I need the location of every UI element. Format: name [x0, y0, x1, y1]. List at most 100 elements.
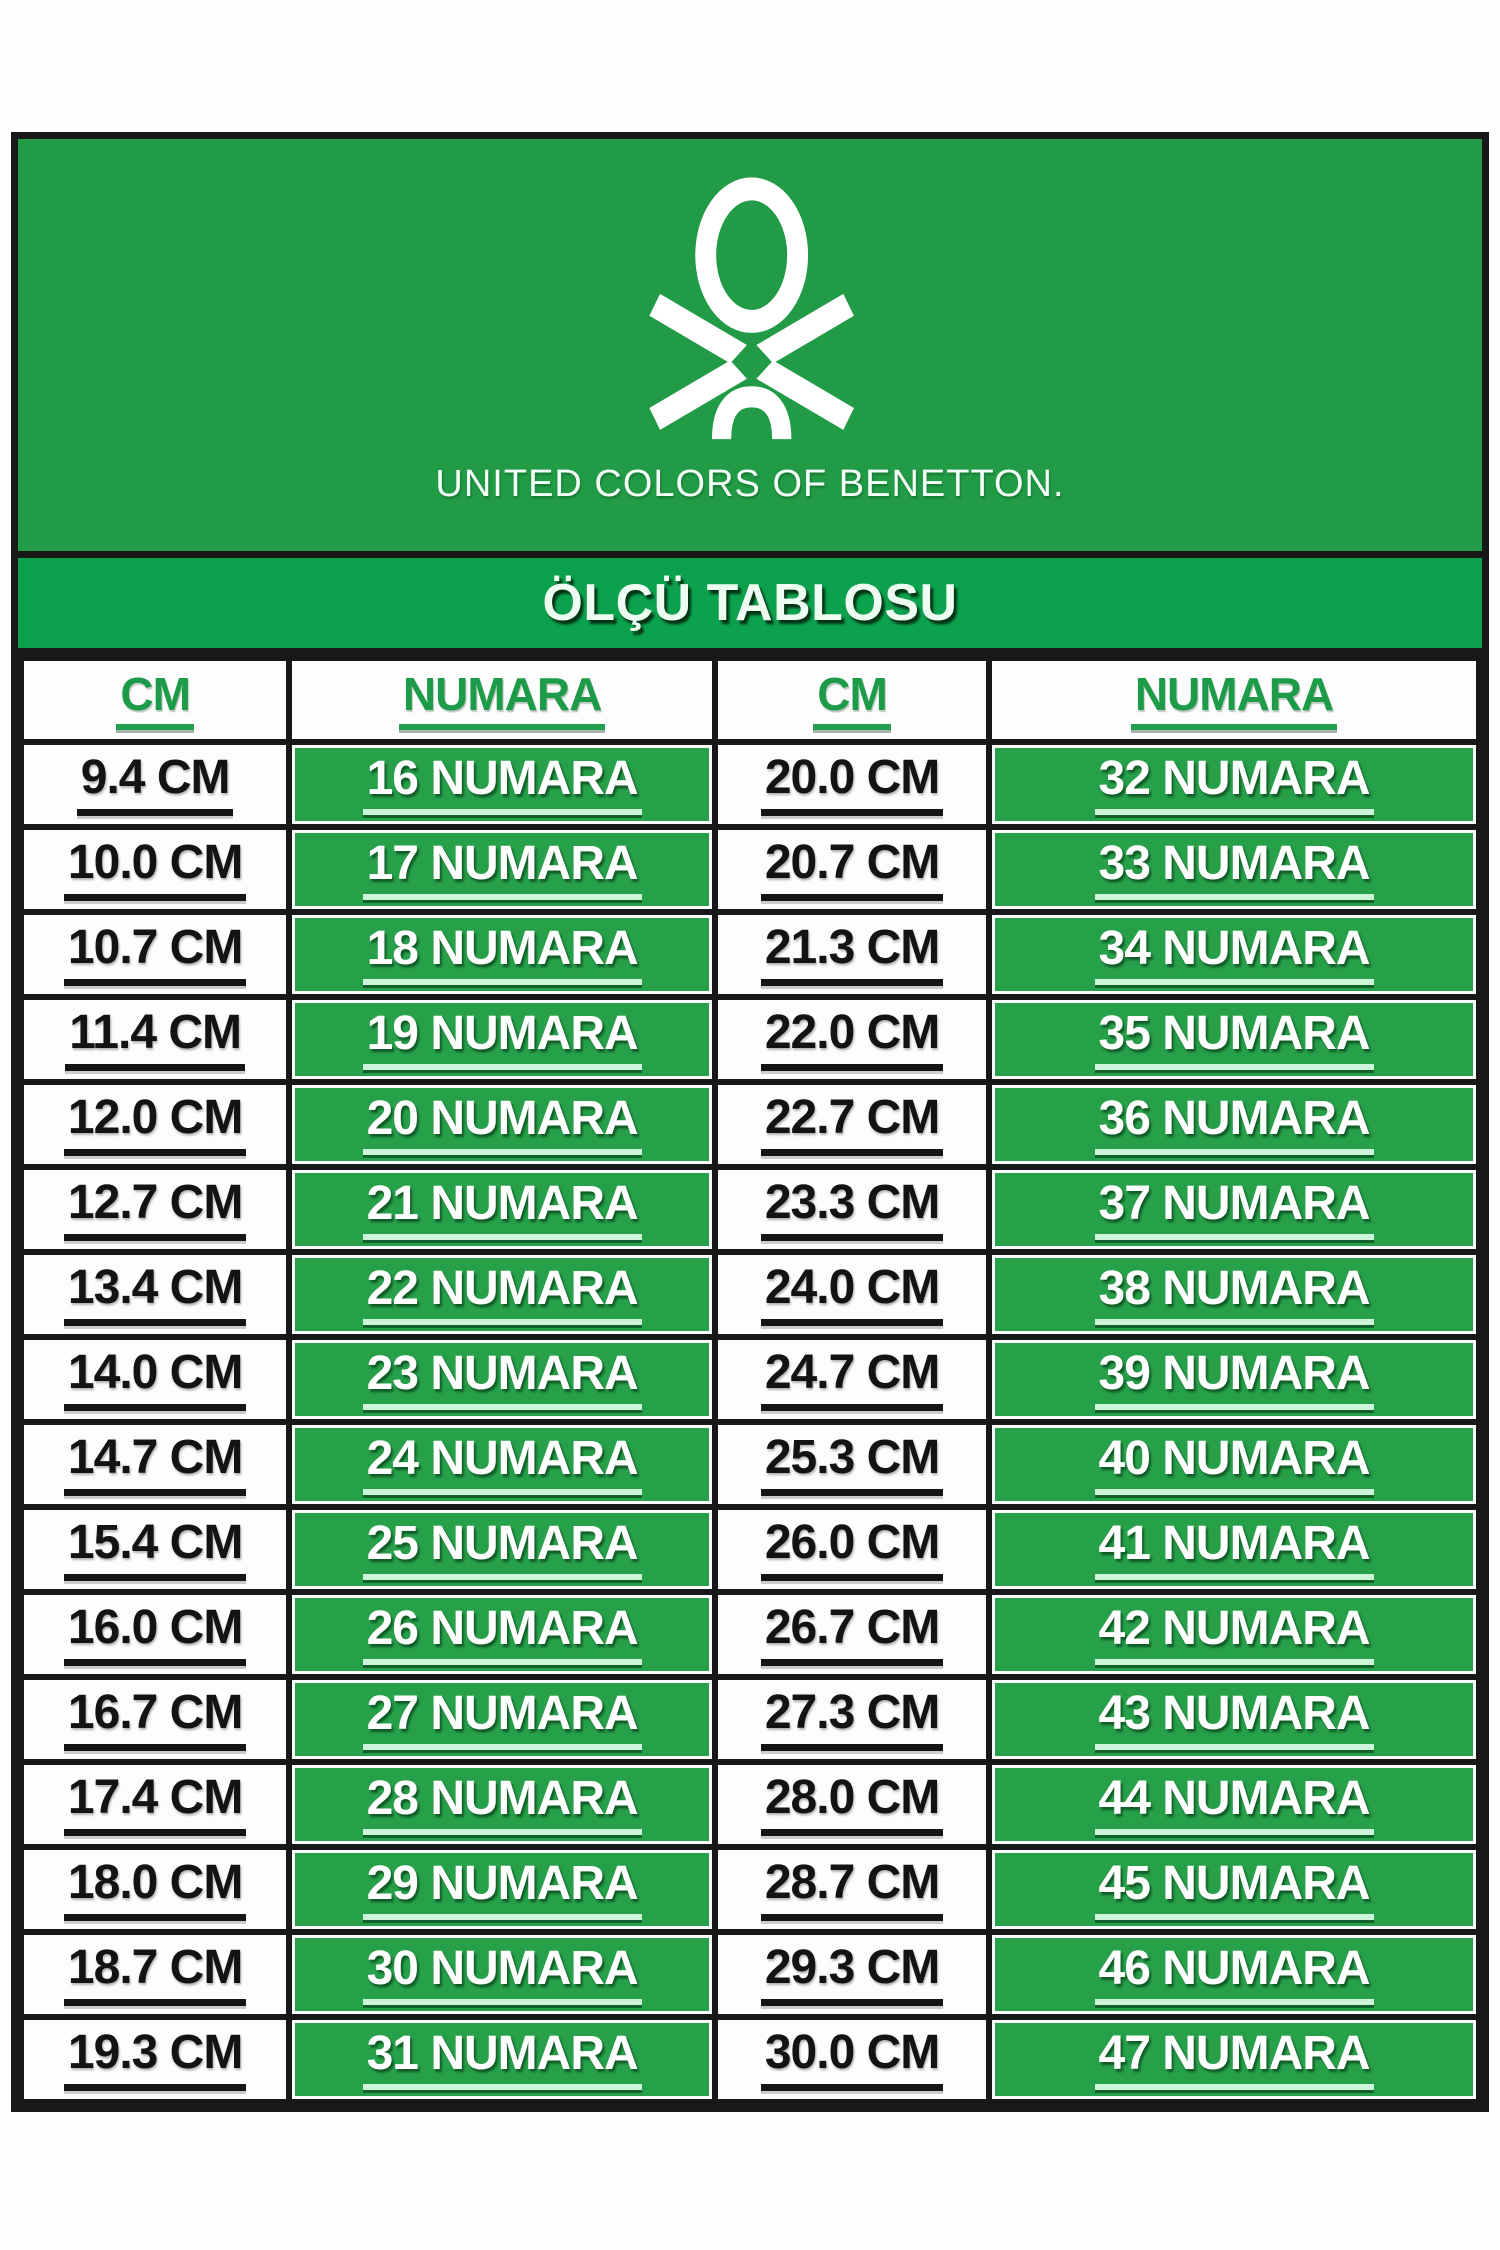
- benetton-knot-logo: [649, 177, 854, 440]
- cm-value: 12.0 CM: [63, 1092, 247, 1156]
- numara-value: 32 NUMARA: [1094, 753, 1374, 816]
- numara-value: 29 NUMARA: [362, 1858, 642, 1921]
- cm-cell: 26.7 CM: [711, 1589, 993, 1680]
- numara-value: 27 NUMARA: [362, 1688, 642, 1751]
- cm-cell: 11.4 CM: [17, 994, 293, 1085]
- cm-value: 20.7 CM: [760, 837, 944, 901]
- numara-value: 47 NUMARA: [1094, 2028, 1374, 2091]
- cm-value: 17.4 CM: [63, 1772, 247, 1836]
- cm-value: 9.4 CM: [76, 752, 234, 816]
- numara-cell: 31 NUMARA: [286, 2014, 718, 2105]
- numara-cell: 37 NUMARA: [986, 1164, 1482, 1255]
- cm-value: 22.7 CM: [760, 1092, 944, 1156]
- cm-value: 24.0 CM: [760, 1262, 944, 1326]
- title-band: ÖLÇÜ TABLOSU: [18, 558, 1482, 655]
- cm-value: 26.0 CM: [760, 1517, 944, 1581]
- numara-value: 30 NUMARA: [362, 1943, 642, 2006]
- numara-cell: 34 NUMARA: [986, 909, 1482, 1000]
- cm-value: 27.3 CM: [760, 1687, 944, 1751]
- cm-cell: 22.0 CM: [711, 994, 993, 1085]
- numara-cell: 47 NUMARA: [986, 2014, 1482, 2105]
- numara-cell: 42 NUMARA: [986, 1589, 1482, 1680]
- numara-cell: 26 NUMARA: [286, 1589, 718, 1680]
- numara-cell: 27 NUMARA: [286, 1674, 718, 1765]
- table-row: 18.0 CM 29 NUMARA 28.7 CM 45 NUMARA: [17, 1844, 1482, 1935]
- column-header-cm-left: CM: [17, 655, 293, 745]
- column-header-label: CM: [116, 670, 194, 730]
- cm-cell: 20.0 CM: [711, 739, 993, 830]
- cm-cell: 26.0 CM: [711, 1504, 993, 1595]
- cm-cell: 9.4 CM: [17, 739, 293, 830]
- numara-value: 44 NUMARA: [1094, 1773, 1374, 1836]
- cm-cell: 25.3 CM: [711, 1419, 993, 1510]
- numara-cell: 16 NUMARA: [286, 739, 718, 830]
- table-row: 17.4 CM 28 NUMARA 28.0 CM 44 NUMARA: [17, 1759, 1482, 1850]
- column-header-label: CM: [813, 670, 891, 730]
- numara-value: 20 NUMARA: [362, 1093, 642, 1156]
- cm-cell: 12.7 CM: [17, 1164, 293, 1255]
- cm-value: 23.3 CM: [760, 1177, 944, 1241]
- cm-value: 21.3 CM: [760, 922, 944, 986]
- table-row: 12.0 CM 20 NUMARA 22.7 CM 36 NUMARA: [17, 1079, 1482, 1170]
- numara-cell: 43 NUMARA: [986, 1674, 1482, 1765]
- cm-value: 28.7 CM: [760, 1857, 944, 1921]
- numara-value: 24 NUMARA: [362, 1433, 642, 1496]
- numara-value: 23 NUMARA: [362, 1348, 642, 1411]
- cm-cell: 28.7 CM: [711, 1844, 993, 1935]
- cm-value: 16.0 CM: [63, 1602, 247, 1666]
- cm-value: 10.0 CM: [63, 837, 247, 901]
- column-header-label: NUMARA: [398, 670, 606, 730]
- cm-value: 15.4 CM: [63, 1517, 247, 1581]
- cm-value: 10.7 CM: [63, 922, 247, 986]
- numara-value: 42 NUMARA: [1094, 1603, 1374, 1666]
- numara-value: 33 NUMARA: [1094, 838, 1374, 901]
- numara-value: 19 NUMARA: [362, 1008, 642, 1071]
- numara-cell: 44 NUMARA: [986, 1759, 1482, 1850]
- numara-cell: 21 NUMARA: [286, 1164, 718, 1255]
- numara-value: 38 NUMARA: [1094, 1263, 1374, 1326]
- numara-cell: 22 NUMARA: [286, 1249, 718, 1340]
- column-header-numara-right: NUMARA: [986, 655, 1482, 745]
- table-row: 9.4 CM 16 NUMARA 20.0 CM 32 NUMARA: [17, 739, 1482, 830]
- cm-cell: 10.0 CM: [17, 824, 293, 915]
- cm-value: 20.0 CM: [760, 752, 944, 816]
- table-row: 14.7 CM 24 NUMARA 25.3 CM 40 NUMARA: [17, 1419, 1482, 1510]
- cm-cell: 16.7 CM: [17, 1674, 293, 1765]
- table-row: 14.0 CM 23 NUMARA 24.7 CM 39 NUMARA: [17, 1334, 1482, 1425]
- numara-cell: 24 NUMARA: [286, 1419, 718, 1510]
- cm-value: 18.0 CM: [63, 1857, 247, 1921]
- numara-value: 35 NUMARA: [1094, 1008, 1374, 1071]
- numara-cell: 30 NUMARA: [286, 1929, 718, 2020]
- numara-cell: 46 NUMARA: [986, 1929, 1482, 2020]
- numara-value: 18 NUMARA: [362, 923, 642, 986]
- size-table: CM NUMARA CM NUMARA 9.4 CM 16 NUMARA 20.…: [17, 655, 1482, 2105]
- numara-cell: 29 NUMARA: [286, 1844, 718, 1935]
- cm-cell: 27.3 CM: [711, 1674, 993, 1765]
- numara-value: 37 NUMARA: [1094, 1178, 1374, 1241]
- numara-value: 43 NUMARA: [1094, 1688, 1374, 1751]
- numara-cell: 36 NUMARA: [986, 1079, 1482, 1170]
- numara-cell: 33 NUMARA: [986, 824, 1482, 915]
- table-row: 16.0 CM 26 NUMARA 26.7 CM 42 NUMARA: [17, 1589, 1482, 1680]
- cm-value: 16.7 CM: [63, 1687, 247, 1751]
- numara-value: 45 NUMARA: [1094, 1858, 1374, 1921]
- column-header-label: NUMARA: [1130, 670, 1338, 730]
- numara-cell: 28 NUMARA: [286, 1759, 718, 1850]
- column-header-numara-left: NUMARA: [286, 655, 718, 745]
- numara-value: 40 NUMARA: [1094, 1433, 1374, 1496]
- numara-cell: 23 NUMARA: [286, 1334, 718, 1425]
- cm-cell: 16.0 CM: [17, 1589, 293, 1680]
- numara-value: 22 NUMARA: [362, 1263, 642, 1326]
- cm-value: 24.7 CM: [760, 1347, 944, 1411]
- table-row: 18.7 CM 30 NUMARA 29.3 CM 46 NUMARA: [17, 1929, 1482, 2020]
- cm-cell: 24.0 CM: [711, 1249, 993, 1340]
- cm-cell: 18.0 CM: [17, 1844, 293, 1935]
- cm-cell: 30.0 CM: [711, 2014, 993, 2105]
- numara-value: 31 NUMARA: [362, 2028, 642, 2091]
- page-title: ÖLÇÜ TABLOSU: [542, 574, 958, 632]
- cm-value: 18.7 CM: [63, 1942, 247, 2006]
- cm-cell: 17.4 CM: [17, 1759, 293, 1850]
- numara-value: 25 NUMARA: [362, 1518, 642, 1581]
- cm-value: 14.7 CM: [63, 1432, 247, 1496]
- cm-cell: 13.4 CM: [17, 1249, 293, 1340]
